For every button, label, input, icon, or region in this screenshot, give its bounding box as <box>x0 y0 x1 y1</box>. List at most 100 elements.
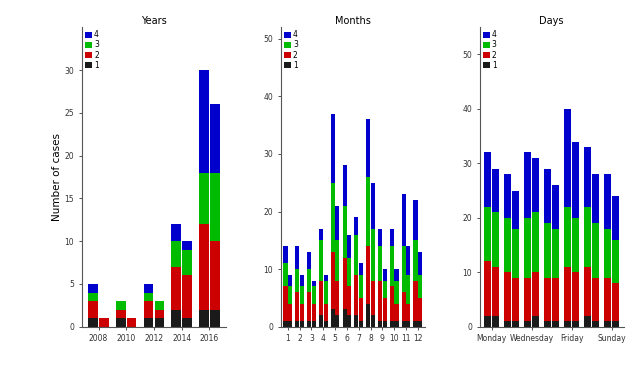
Bar <box>154 301 164 310</box>
Bar <box>413 321 418 327</box>
Bar <box>406 304 410 321</box>
Bar <box>564 267 571 321</box>
Bar <box>331 252 335 310</box>
Title: Years: Years <box>141 16 167 26</box>
Bar <box>307 269 311 292</box>
Bar <box>484 316 491 327</box>
Bar <box>288 286 292 304</box>
Bar <box>284 286 288 321</box>
Bar <box>171 224 181 241</box>
Bar <box>366 304 370 327</box>
Bar <box>366 246 370 304</box>
Bar <box>312 321 316 327</box>
Bar <box>390 246 394 286</box>
Bar <box>401 246 406 292</box>
Bar <box>171 241 181 267</box>
Bar <box>354 217 358 235</box>
Bar <box>312 281 316 286</box>
Bar <box>144 293 153 301</box>
Bar <box>284 321 288 327</box>
Bar <box>300 304 304 321</box>
Bar <box>564 109 571 207</box>
Bar <box>88 284 98 293</box>
Bar <box>504 174 511 218</box>
Bar <box>288 321 292 327</box>
Bar <box>552 321 559 327</box>
Bar <box>584 267 592 316</box>
Bar <box>307 252 311 269</box>
Bar <box>88 293 98 301</box>
Bar <box>182 241 192 250</box>
Bar <box>382 281 387 298</box>
Bar <box>88 318 98 327</box>
Bar <box>564 207 571 267</box>
Bar <box>492 212 499 267</box>
Bar <box>604 229 611 278</box>
Bar <box>199 224 209 310</box>
Bar <box>116 318 125 327</box>
Bar <box>319 281 323 315</box>
Bar <box>532 316 539 327</box>
Bar <box>288 275 292 286</box>
Bar <box>504 218 511 272</box>
Bar <box>127 318 137 327</box>
Bar <box>324 275 328 281</box>
Bar <box>319 315 323 327</box>
Bar <box>359 321 363 327</box>
Bar <box>182 275 192 318</box>
Bar <box>532 272 539 316</box>
Legend: 4, 3, 2, 1: 4, 3, 2, 1 <box>83 29 101 71</box>
Bar <box>284 263 288 286</box>
Bar <box>492 169 499 212</box>
Bar <box>394 321 399 327</box>
Bar <box>612 321 619 327</box>
Bar <box>592 174 599 223</box>
Bar <box>401 321 406 327</box>
Bar <box>406 321 410 327</box>
Bar <box>171 267 181 310</box>
Bar <box>319 229 323 240</box>
Bar <box>312 286 316 304</box>
Bar <box>312 304 316 321</box>
Bar <box>552 278 559 321</box>
Bar <box>171 310 181 327</box>
Bar <box>413 240 418 281</box>
Bar <box>592 321 599 327</box>
Bar <box>390 321 394 327</box>
Bar <box>343 310 347 327</box>
Bar <box>347 235 352 258</box>
Bar <box>343 206 347 258</box>
Bar <box>484 207 491 261</box>
Bar <box>335 240 340 281</box>
Bar <box>564 321 571 327</box>
Bar <box>413 281 418 321</box>
Bar <box>331 310 335 327</box>
Bar <box>370 281 375 315</box>
Bar <box>544 169 551 223</box>
Bar <box>343 165 347 206</box>
Bar <box>370 315 375 327</box>
Bar <box>532 212 539 272</box>
Bar <box>592 278 599 321</box>
Bar <box>492 316 499 327</box>
Bar <box>354 275 358 315</box>
Bar <box>544 223 551 278</box>
Bar <box>592 223 599 278</box>
Bar <box>418 252 422 275</box>
Bar <box>210 241 220 310</box>
Bar <box>604 174 611 229</box>
Bar <box>295 246 299 269</box>
Bar <box>354 235 358 275</box>
Bar <box>552 185 559 229</box>
Bar <box>144 284 153 293</box>
Bar <box>295 321 299 327</box>
Bar <box>288 304 292 321</box>
Bar <box>347 286 352 315</box>
Bar <box>484 152 491 207</box>
Bar <box>210 104 220 173</box>
Bar <box>612 240 619 283</box>
Bar <box>584 147 592 207</box>
Bar <box>319 240 323 281</box>
Bar <box>331 183 335 252</box>
Bar <box>544 321 551 327</box>
